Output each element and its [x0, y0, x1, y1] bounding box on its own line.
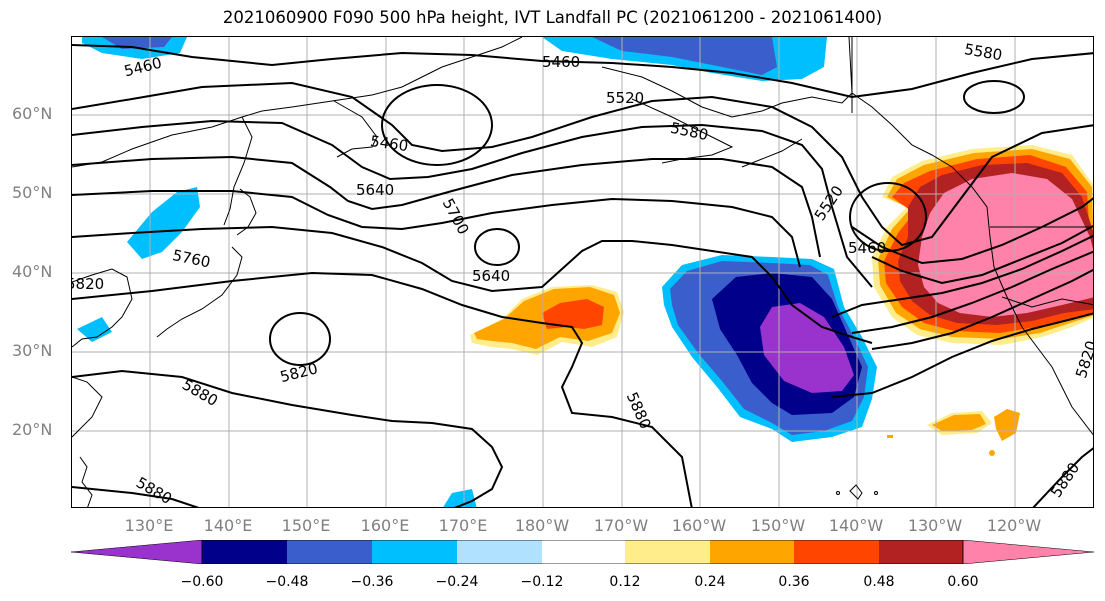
colorbar-tick: −0.12: [520, 574, 564, 590]
contour-label: 5520: [606, 89, 644, 107]
lat-label-30n: 30°N: [12, 341, 53, 360]
colorbar-swatches: [70, 539, 1095, 565]
colorbar-swatch: [962, 539, 1095, 565]
lon-label-140e: 140°E: [203, 516, 253, 535]
ivt-negative-bering: [542, 37, 827, 81]
graticule: [72, 37, 1093, 507]
colorbar-swatch: [879, 540, 963, 564]
lon-label-130w: 130°W: [907, 516, 963, 535]
ivt-positive-central: [470, 285, 624, 355]
lon-label-160e: 160°E: [360, 516, 410, 535]
colorbar: [70, 539, 1095, 568]
contour-label: 5520: [811, 182, 847, 224]
colorbar-swatch: [202, 540, 287, 564]
map-canvas: 5460 5460 5580 5520 5580 5460 5640 5700 …: [72, 37, 1094, 508]
lon-label-150w: 150°W: [750, 516, 806, 535]
lon-label-170w: 170°W: [593, 516, 649, 535]
lat-label-50n: 50°N: [12, 183, 53, 202]
colorbar-tick: 0.12: [609, 574, 641, 590]
contour-label: 5580: [963, 40, 1004, 64]
lon-label-160w: 160°W: [671, 516, 727, 535]
contour-label: 5460: [122, 54, 163, 81]
colorbar-swatch: [794, 540, 879, 564]
lat-label-20n: 20°N: [12, 420, 53, 439]
colorbar-swatch: [70, 539, 203, 565]
contour-label: 5640: [472, 267, 510, 285]
colorbar-swatch: [287, 540, 372, 564]
lon-label-140w: 140°W: [828, 516, 884, 535]
colorbar-tick: −0.60: [180, 574, 224, 590]
ivt-negative-small-west: [77, 317, 112, 342]
contour-label: 5880: [1047, 459, 1083, 501]
lon-label-130e: 130°E: [124, 516, 174, 535]
contour-label: 5460: [369, 132, 409, 155]
contour-label: 5640: [356, 181, 394, 199]
map-title: 2021060900 F090 500 hPa height, IVT Land…: [222, 8, 883, 27]
contour-label: 5880: [623, 389, 655, 431]
colorbar-swatch: [625, 540, 710, 564]
contour-label: 5820: [278, 359, 319, 386]
lat-label-40n: 40°N: [12, 262, 53, 281]
contour-label: 5820: [1072, 338, 1094, 380]
lon-label-180w: 180°W: [514, 516, 570, 535]
contour-label: 5580: [669, 119, 710, 145]
colorbar-swatch: [710, 540, 794, 564]
colorbar-tick: 0.24: [694, 574, 726, 590]
height-contours: [72, 44, 1093, 507]
lon-label-150e: 150°E: [281, 516, 331, 535]
lat-label-60n: 60°N: [12, 104, 53, 123]
colorbar-swatch: [457, 540, 542, 564]
ivt-positive-small-south: [887, 409, 1020, 456]
colorbar-tick: 0.36: [778, 574, 810, 590]
colorbar-swatch: [372, 540, 457, 564]
ivt-negative-main: [662, 255, 877, 442]
contour-label: 5760: [171, 246, 212, 272]
contour-label: 5460: [848, 239, 886, 257]
colorbar-swatch: [542, 540, 625, 564]
colorbar-tick: −0.48: [265, 574, 309, 590]
lon-label-170e: 170°E: [438, 516, 488, 535]
colorbar-tick: −0.24: [435, 574, 479, 590]
contour-label: 5700: [439, 195, 473, 237]
ivt-negative-japan: [127, 187, 200, 259]
contour-label: 5880: [179, 375, 221, 410]
colorbar-tick: 0.60: [947, 574, 979, 590]
contour-label: 5460: [542, 53, 580, 71]
colorbar-tick: 0.48: [863, 574, 895, 590]
colorbar-tick: −0.36: [350, 574, 394, 590]
contour-label: 5820: [72, 275, 104, 293]
map-panel: 5460 5460 5580 5520 5580 5460 5640 5700 …: [71, 36, 1094, 508]
contour-label: 5880: [133, 473, 175, 508]
lon-label-120w: 120°W: [986, 516, 1042, 535]
